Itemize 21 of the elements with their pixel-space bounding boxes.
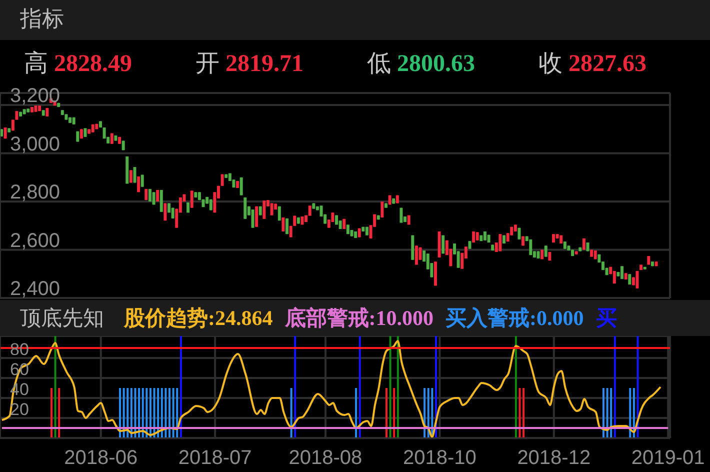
x-tick-label: 2019-01 [631,447,705,470]
y-tick-label: 2,400 [10,278,60,300]
text: 股价趋势:24.864 [124,305,273,332]
text: 底部警戒:10.000 [284,305,434,332]
x-tick-label: 2018-06 [64,447,138,470]
price-readout: 收 2827.63 [538,50,648,78]
price-readout: 高 2828.49 [24,50,133,78]
x-tick-label: 2018-07 [178,447,252,470]
y-tick-label: 3,200 [10,85,60,108]
price-readout: 开 2819.71 [196,50,304,78]
x-tick-label: 2018-08 [288,447,362,470]
y-tick-label: 2,800 [10,182,60,204]
chart-title: 指标 [0,0,710,40]
chart-title: 顶底先知 [20,305,104,332]
price-readout: 低 2800.63 [367,50,476,78]
y-tick-label: 3,000 [10,133,60,156]
x-tick-label: 2018-12 [517,447,591,470]
series-label: 买 [596,305,617,332]
x-tick-label: 2018-10 [402,447,476,470]
y-tick-label: 2,600 [10,230,60,252]
text: 买入警戒:0.000 [446,305,584,332]
